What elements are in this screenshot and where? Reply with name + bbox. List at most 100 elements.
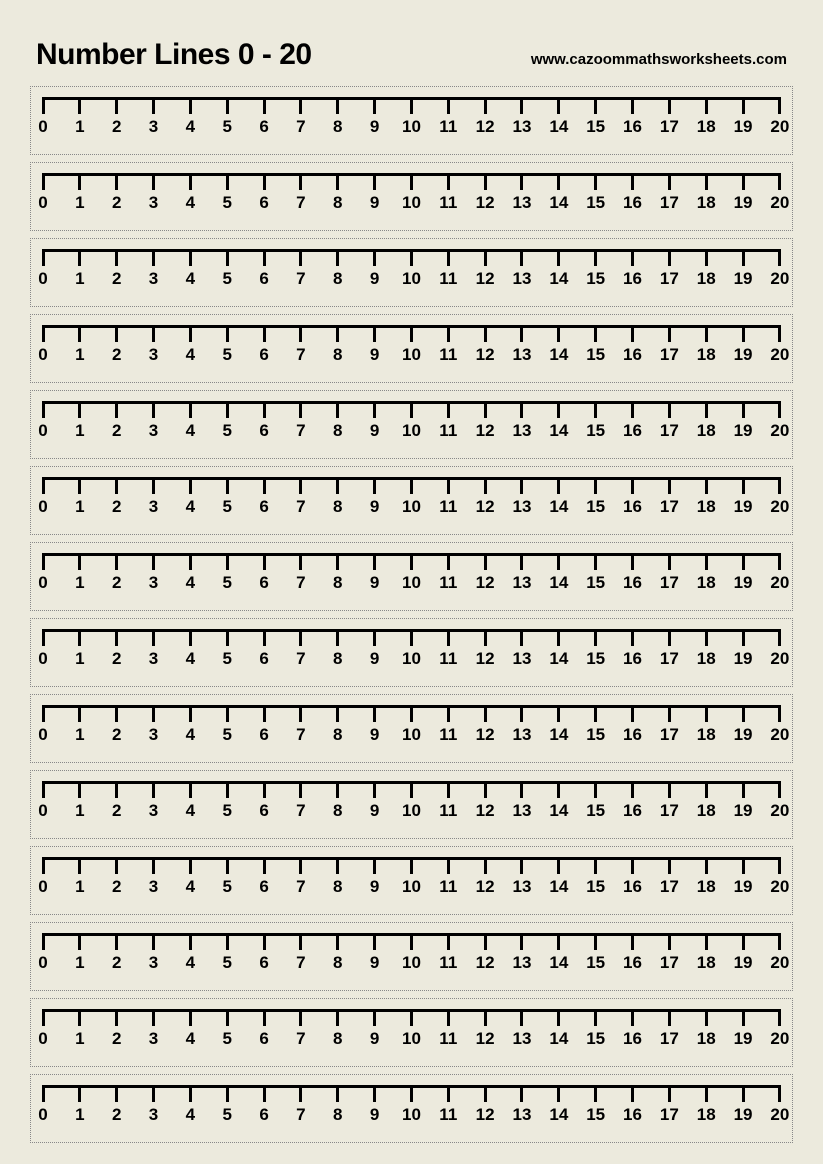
number-line-row: 01234567891011121314151617181920 [30,618,793,687]
tick-label: 8 [333,801,342,821]
tick-mark [668,1009,671,1026]
tick-mark [668,857,671,874]
tick-label: 18 [697,877,716,897]
tick-label: 6 [259,877,268,897]
tick-label: 16 [623,345,642,365]
tick-mark [520,933,523,950]
tick-label: 8 [333,1029,342,1049]
tick-label: 7 [296,649,305,669]
tick-label: 13 [513,573,532,593]
tick-mark [594,781,597,798]
tick-label: 19 [734,421,753,441]
tick-mark [226,1085,229,1102]
tick-mark [78,249,81,266]
tick-label: 3 [149,725,158,745]
tick-label: 13 [513,649,532,669]
tick-label: 20 [770,1105,789,1125]
tick-mark [373,705,376,722]
tick-label: 6 [259,725,268,745]
tick-label: 15 [586,269,605,289]
number-line: 01234567891011121314151617181920 [43,325,780,375]
tick-mark [705,97,708,114]
tick-label: 15 [586,877,605,897]
tick-label: 18 [697,953,716,973]
tick-label: 2 [112,1029,121,1049]
tick-mark [742,97,745,114]
tick-label: 13 [513,269,532,289]
tick-mark [742,401,745,418]
tick-label: 17 [660,421,679,441]
tick-mark [263,629,266,646]
tick-mark [152,173,155,190]
tick-mark [42,1085,45,1102]
tick-label: 6 [259,953,268,973]
tick-mark [115,325,118,342]
tick-mark [778,401,781,418]
tick-mark [336,173,339,190]
tick-mark [631,477,634,494]
tick-label: 5 [222,345,231,365]
tick-mark [705,401,708,418]
tick-mark [226,1009,229,1026]
tick-mark [705,173,708,190]
tick-label: 7 [296,117,305,137]
tick-mark [594,1085,597,1102]
ticks-row: 01234567891011121314151617181920 [43,325,780,365]
tick-label: 1 [75,953,84,973]
tick-label: 19 [734,193,753,213]
tick-mark [742,629,745,646]
tick-mark [705,477,708,494]
tick-label: 2 [112,649,121,669]
tick-mark [668,249,671,266]
tick-mark [520,401,523,418]
tick-mark [410,553,413,570]
tick-mark [520,325,523,342]
tick-label: 9 [370,497,379,517]
tick-label: 9 [370,269,379,289]
tick-mark [42,97,45,114]
tick-label: 12 [476,345,495,365]
tick-mark [373,97,376,114]
tick-mark [78,401,81,418]
tick-mark [152,1009,155,1026]
tick-mark [336,401,339,418]
tick-mark [115,705,118,722]
tick-mark [778,629,781,646]
tick-label: 5 [222,725,231,745]
tick-label: 2 [112,117,121,137]
tick-label: 1 [75,345,84,365]
tick-mark [705,933,708,950]
tick-mark [484,173,487,190]
tick-mark [373,553,376,570]
tick-label: 7 [296,193,305,213]
tick-mark [742,173,745,190]
tick-label: 3 [149,269,158,289]
tick-mark [299,97,302,114]
number-line-row: 01234567891011121314151617181920 [30,770,793,839]
tick-label: 4 [186,117,195,137]
ticks-row: 01234567891011121314151617181920 [43,553,780,593]
tick-label: 18 [697,497,716,517]
tick-mark [263,401,266,418]
number-line: 01234567891011121314151617181920 [43,249,780,299]
tick-mark [668,553,671,570]
tick-label: 2 [112,953,121,973]
tick-label: 4 [186,573,195,593]
tick-label: 3 [149,1105,158,1125]
tick-mark [189,1009,192,1026]
ticks-row: 01234567891011121314151617181920 [43,97,780,137]
tick-label: 15 [586,649,605,669]
tick-mark [668,325,671,342]
tick-mark [410,97,413,114]
tick-mark [336,477,339,494]
tick-mark [631,97,634,114]
number-line-row: 01234567891011121314151617181920 [30,390,793,459]
tick-label: 9 [370,117,379,137]
ticks-row: 01234567891011121314151617181920 [43,857,780,897]
tick-label: 12 [476,725,495,745]
tick-label: 8 [333,193,342,213]
tick-label: 15 [586,421,605,441]
tick-mark [520,705,523,722]
tick-label: 8 [333,117,342,137]
tick-mark [78,173,81,190]
